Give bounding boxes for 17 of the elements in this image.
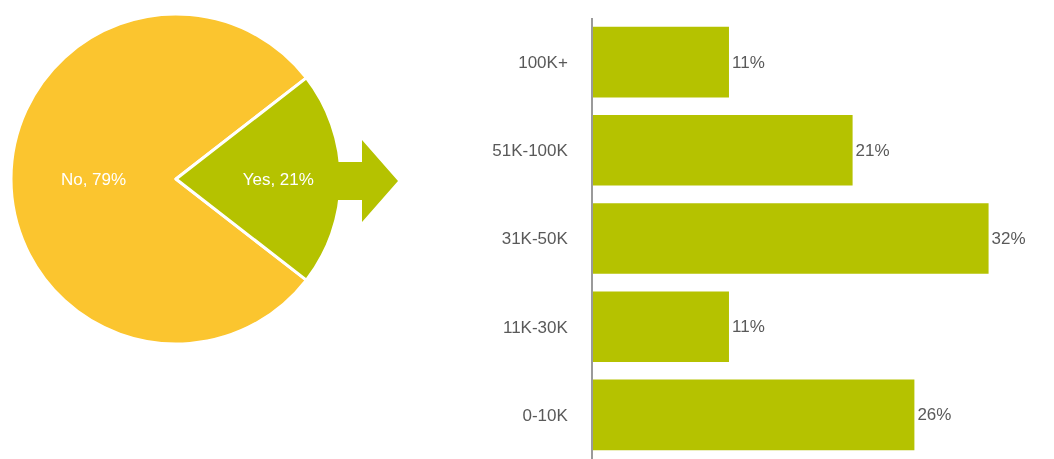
y-tick-label: 100K+ xyxy=(518,53,568,73)
data-label: 11% xyxy=(731,317,765,337)
slice-label: Yes, 21% xyxy=(242,169,314,189)
data-label: 11% xyxy=(731,52,765,72)
data-label: 32% xyxy=(991,229,1026,248)
data-label: 21% xyxy=(855,140,890,160)
bar xyxy=(593,115,853,186)
slice-label: No, 79% xyxy=(60,169,127,189)
bar xyxy=(593,291,729,362)
bar xyxy=(593,26,729,98)
bar xyxy=(593,203,989,274)
bar xyxy=(593,379,915,451)
y-tick-label: 51K-100K xyxy=(492,141,569,161)
data-label: 26% xyxy=(917,405,952,425)
y-tick-label: 31K-50K xyxy=(501,229,569,249)
y-tick-label: 11K-30K xyxy=(502,317,569,337)
y-tick-label: 0-10K xyxy=(522,405,569,425)
